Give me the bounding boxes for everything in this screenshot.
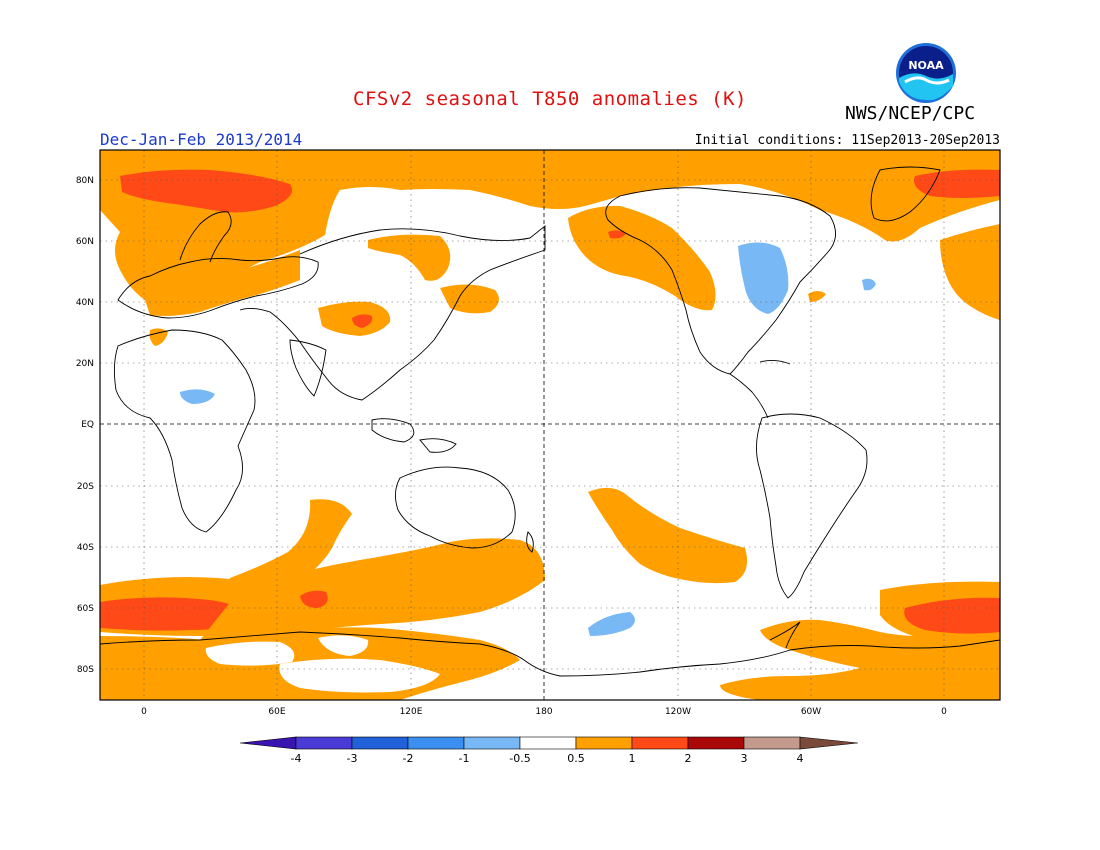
colorbar-swatch-0 — [295, 736, 353, 750]
colorbar-swatch-8 — [743, 736, 801, 750]
lat-label-20n: 20N — [76, 359, 94, 369]
colorbar: -4 -3 -2 -1 -0.5 0.5 1 2 3 4 — [239, 736, 859, 765]
noaa-logo: NOAA — [896, 43, 956, 103]
colorbar-extend-low — [239, 736, 297, 750]
colorbar-tick-label: -3 — [347, 752, 358, 765]
lon-label-60e: 60E — [268, 707, 285, 717]
initial-conditions-label: Initial conditions: 11Sep2013-20Sep2013 — [694, 133, 1000, 148]
colorbar-swatch-3 — [463, 736, 521, 750]
asia-hot-patch — [352, 314, 373, 328]
lat-label-80s: 80S — [77, 665, 94, 675]
chart-title: CFSv2 seasonal T850 anomalies (K) — [353, 88, 747, 110]
colorbar-tick-label: 3 — [741, 752, 748, 765]
south-indian-hot-core — [300, 590, 328, 608]
colorbar-tick-label: 0.5 — [567, 752, 585, 765]
antarctica-cool-hole-2 — [279, 658, 440, 693]
anomaly-field — [100, 150, 1000, 700]
season-period-label: Dec-Jan-Feb 2013/2014 — [100, 130, 303, 149]
arctic-warm-region — [100, 150, 1000, 302]
lat-label-40n: 40N — [76, 298, 94, 308]
antarctica-cool-hole-3 — [318, 635, 369, 656]
map-frame — [99, 149, 1001, 701]
lat-label-60s: 60S — [77, 604, 94, 614]
lon-label-120w: 120W — [665, 707, 691, 717]
lon-label-120e: 120E — [400, 707, 423, 717]
lat-axis: 80N 60N 40N 20N EQ 20S 40S 60S 80S — [76, 176, 94, 675]
indian-ocean-warm — [229, 499, 352, 595]
europe-warm-wrap — [940, 224, 1000, 320]
agency-label: NWS/NCEP/CPC — [845, 103, 976, 124]
lon-axis: 0 60E 120E 180 120W 60W 0 — [141, 707, 947, 717]
southern-ocean-hot-west — [100, 597, 249, 631]
atlantic-warm-dot — [808, 291, 826, 302]
us-cool-region — [738, 242, 789, 314]
lat-label-20s: 20S — [77, 482, 94, 492]
lat-label-80n: 80N — [76, 176, 94, 186]
colorbar-swatch-6 — [631, 736, 689, 750]
atlantic-cool-dot — [862, 278, 876, 291]
alaska-hot-core — [608, 230, 626, 239]
south-pacific-cool — [588, 612, 635, 636]
antarctica-cool-hole-1 — [205, 641, 295, 666]
asia-warm-patch-1 — [368, 234, 451, 281]
lat-label-40s: 40S — [77, 543, 94, 553]
colorbar-tick-label: 2 — [685, 752, 692, 765]
lon-label-180: 180 — [535, 707, 552, 717]
colorbar-tick-label: 4 — [797, 752, 804, 765]
colorbar-swatch-4 — [519, 736, 577, 750]
alaska-warm-region — [568, 205, 716, 311]
logo-text: NOAA — [908, 59, 944, 72]
antarctic-warm-east — [720, 600, 1000, 700]
colorbar-tick-label: -1 — [459, 752, 470, 765]
colorbar-tick-label: 1 — [629, 752, 636, 765]
colorbar-swatch-2 — [407, 736, 465, 750]
colorbar-tick-label: -4 — [291, 752, 302, 765]
lon-label-60w: 60W — [801, 707, 821, 717]
colorbar-swatch-5 — [575, 736, 633, 750]
lon-label-0: 0 — [141, 707, 147, 717]
colorbar-tick-label: -0.5 — [509, 752, 530, 765]
lat-label-60n: 60N — [76, 237, 94, 247]
lat-label-eq: EQ — [81, 420, 94, 430]
europe-warm-region — [145, 250, 300, 316]
africa-cool-patch — [180, 389, 215, 404]
southern-ocean-hot-east — [904, 597, 1000, 634]
africa-warm-dot — [149, 328, 168, 346]
colorbar-swatch-1 — [351, 736, 409, 750]
colorbar-tick-label: -2 — [403, 752, 414, 765]
south-indian-warm-band — [200, 538, 545, 640]
lat-lon-grid — [100, 150, 1000, 700]
coastlines — [100, 166, 1000, 677]
arctic-hot-wrap — [914, 169, 1000, 198]
colorbar-extend-high — [799, 736, 859, 750]
colorbar-swatch-7 — [687, 736, 745, 750]
lon-label-0-east: 0 — [941, 707, 947, 717]
south-pacific-warm — [588, 487, 748, 584]
